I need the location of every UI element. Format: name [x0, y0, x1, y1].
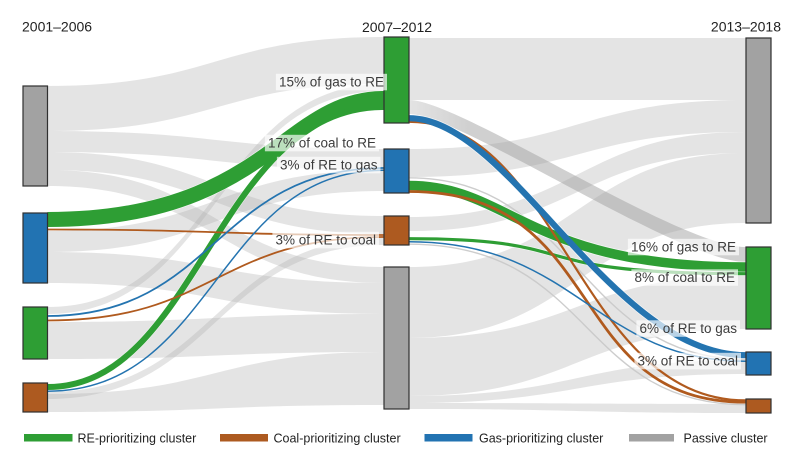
svg-text:3% of RE to coal: 3% of RE to coal: [275, 233, 376, 248]
svg-text:Coal-prioritizing cluster: Coal-prioritizing cluster: [274, 432, 401, 446]
svg-text:15% of gas to RE: 15% of gas to RE: [279, 75, 384, 90]
svg-text:Passive cluster: Passive cluster: [684, 432, 768, 446]
svg-text:3% of RE to gas: 3% of RE to gas: [280, 158, 378, 173]
svg-text:RE-prioritizing cluster: RE-prioritizing cluster: [78, 432, 197, 446]
svg-text:8% of coal to RE: 8% of coal to RE: [634, 270, 735, 285]
svg-text:2007–2012: 2007–2012: [362, 19, 432, 35]
svg-text:2001–2006: 2001–2006: [22, 19, 92, 35]
svg-text:16% of gas to RE: 16% of gas to RE: [631, 240, 736, 255]
svg-text:2013–2018: 2013–2018: [711, 19, 781, 35]
svg-text:3% of RE to coal: 3% of RE to coal: [637, 354, 738, 369]
svg-text:Gas-prioritizing cluster: Gas-prioritizing cluster: [479, 432, 603, 446]
svg-text:17% of coal to RE: 17% of coal to RE: [268, 136, 376, 151]
svg-text:6% of RE to gas: 6% of RE to gas: [639, 321, 737, 336]
